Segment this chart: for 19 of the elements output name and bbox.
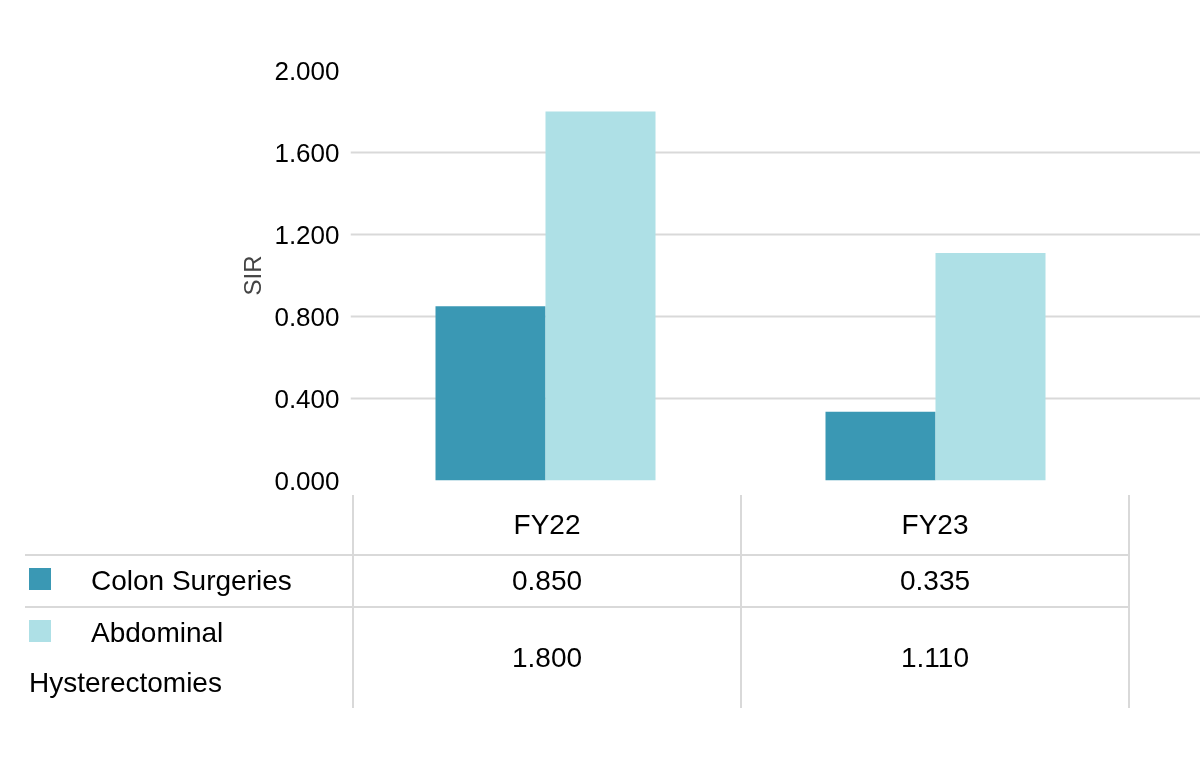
y-tick-label: 0.800 (274, 301, 340, 332)
data-label: 1.800 (353, 607, 741, 708)
y-tick-label: 0.000 (274, 465, 340, 496)
data-label: 1.110 (741, 607, 1129, 708)
y-tick-label: 0.400 (274, 383, 340, 414)
bar (435, 306, 546, 481)
x-tick-label: FY22 (353, 495, 741, 555)
y-tick-label: 1.600 (274, 137, 340, 168)
data-label: 0.335 (741, 555, 1129, 607)
y-tick-label: 1.200 (274, 219, 340, 250)
x-tick-label: FY23 (741, 495, 1129, 555)
data-label: 0.850 (353, 555, 741, 607)
bar (935, 252, 1046, 481)
y-axis-title: SIR (239, 255, 267, 296)
bar (825, 411, 936, 481)
bar (545, 111, 656, 481)
legend-label: Colon Surgeries (25, 555, 353, 607)
legend-label: Abdominal Hysterectomies (25, 607, 353, 708)
y-tick-label: 2.000 (274, 55, 340, 86)
